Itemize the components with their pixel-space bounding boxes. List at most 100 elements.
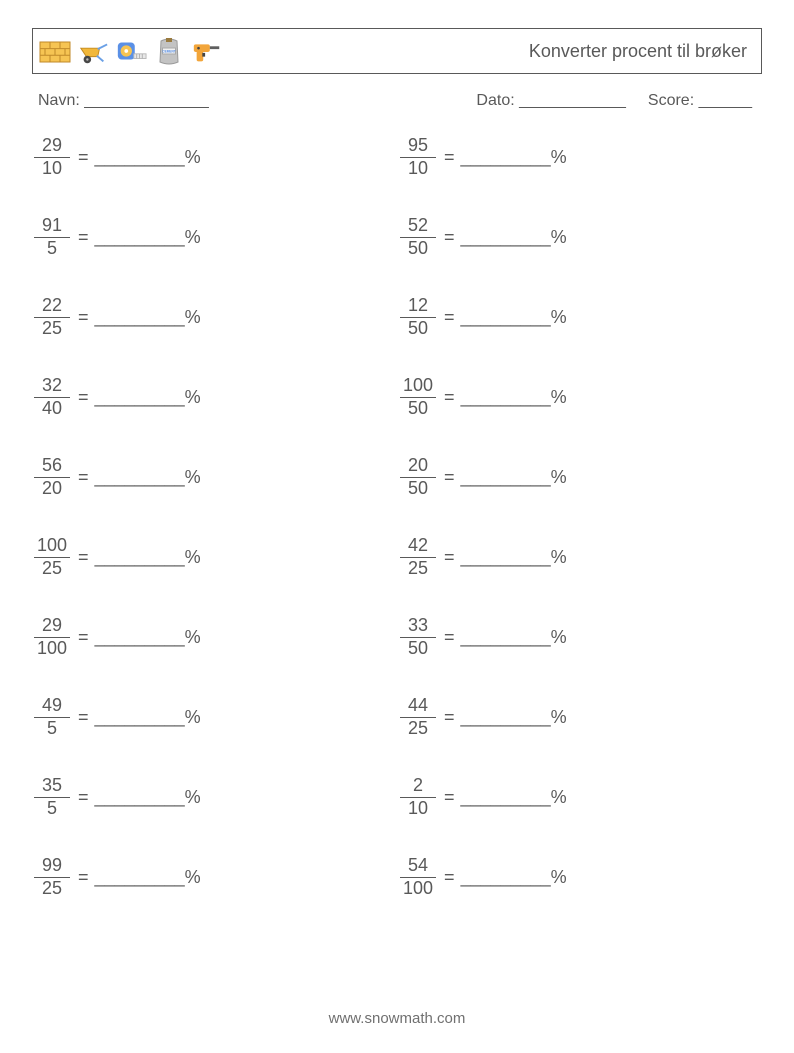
denominator: 20 bbox=[39, 479, 65, 499]
denominator: 40 bbox=[39, 399, 65, 419]
denominator: 50 bbox=[405, 479, 431, 499]
problem: 10050 = _________% bbox=[400, 372, 762, 422]
percent-sign: % bbox=[551, 307, 567, 328]
header-icons: CEMENT bbox=[39, 35, 223, 67]
denominator: 25 bbox=[39, 559, 65, 579]
answer-blank: _________ bbox=[95, 147, 185, 168]
equals-sign: = bbox=[78, 387, 89, 408]
date-field: Dato: ____________ bbox=[476, 92, 625, 110]
fraction: 2910 bbox=[34, 136, 70, 179]
answer-blank: _________ bbox=[461, 227, 551, 248]
numerator: 44 bbox=[405, 696, 431, 716]
fraction: 1250 bbox=[400, 296, 436, 339]
answer-blank: _________ bbox=[95, 387, 185, 408]
problem: 54100 = _________% bbox=[400, 852, 762, 902]
fraction: 10025 bbox=[34, 536, 70, 579]
denominator: 10 bbox=[405, 159, 431, 179]
numerator: 32 bbox=[39, 376, 65, 396]
numerator: 54 bbox=[405, 856, 431, 876]
problem: 10025 = _________% bbox=[34, 532, 396, 582]
problem: 915 = _________% bbox=[34, 212, 396, 262]
numerator: 29 bbox=[39, 136, 65, 156]
fraction: 9510 bbox=[400, 136, 436, 179]
wheelbarrow-icon bbox=[77, 35, 109, 67]
numerator: 100 bbox=[34, 536, 70, 556]
fraction: 54100 bbox=[400, 856, 436, 899]
percent-sign: % bbox=[551, 867, 567, 888]
numerator: 12 bbox=[405, 296, 431, 316]
numerator: 91 bbox=[39, 216, 65, 236]
denominator: 5 bbox=[44, 799, 60, 819]
fraction: 29100 bbox=[34, 616, 70, 659]
answer-blank: _________ bbox=[95, 707, 185, 728]
percent-sign: % bbox=[185, 707, 201, 728]
bricks-icon bbox=[39, 35, 71, 67]
answer-blank: _________ bbox=[461, 627, 551, 648]
equals-sign: = bbox=[444, 787, 455, 808]
denominator: 10 bbox=[39, 159, 65, 179]
numerator: 100 bbox=[400, 376, 436, 396]
cement-bag-icon: CEMENT bbox=[153, 35, 185, 67]
percent-sign: % bbox=[551, 547, 567, 568]
equals-sign: = bbox=[444, 627, 455, 648]
fraction: 2050 bbox=[400, 456, 436, 499]
equals-sign: = bbox=[444, 147, 455, 168]
numerator: 29 bbox=[39, 616, 65, 636]
numerator: 52 bbox=[405, 216, 431, 236]
percent-sign: % bbox=[185, 787, 201, 808]
denominator: 25 bbox=[39, 319, 65, 339]
percent-sign: % bbox=[551, 387, 567, 408]
numerator: 99 bbox=[39, 856, 65, 876]
problem: 2910 = _________% bbox=[34, 132, 396, 182]
fraction: 10050 bbox=[400, 376, 436, 419]
percent-sign: % bbox=[551, 707, 567, 728]
equals-sign: = bbox=[444, 227, 455, 248]
percent-sign: % bbox=[551, 627, 567, 648]
numerator: 95 bbox=[405, 136, 431, 156]
answer-blank: _________ bbox=[95, 627, 185, 648]
denominator: 25 bbox=[39, 879, 65, 899]
problem: 9510 = _________% bbox=[400, 132, 762, 182]
denominator: 100 bbox=[34, 639, 70, 659]
name-field: Navn: ______________ bbox=[38, 92, 209, 110]
percent-sign: % bbox=[551, 787, 567, 808]
equals-sign: = bbox=[78, 227, 89, 248]
score-blank: ______ bbox=[699, 92, 752, 109]
denominator: 50 bbox=[405, 639, 431, 659]
problem: 2225 = _________% bbox=[34, 292, 396, 342]
numerator: 33 bbox=[405, 616, 431, 636]
answer-blank: _________ bbox=[461, 307, 551, 328]
percent-sign: % bbox=[551, 467, 567, 488]
problem: 2050 = _________% bbox=[400, 452, 762, 502]
meta-row: Navn: ______________ Dato: ____________ … bbox=[32, 92, 762, 110]
equals-sign: = bbox=[78, 627, 89, 648]
percent-sign: % bbox=[551, 147, 567, 168]
fraction: 355 bbox=[34, 776, 70, 819]
answer-blank: _________ bbox=[95, 547, 185, 568]
fraction: 9925 bbox=[34, 856, 70, 899]
problem: 33 50 = _________% bbox=[400, 612, 762, 662]
denominator: 50 bbox=[405, 399, 431, 419]
denominator: 10 bbox=[405, 799, 431, 819]
answer-blank: _________ bbox=[461, 867, 551, 888]
equals-sign: = bbox=[78, 707, 89, 728]
numerator: 22 bbox=[39, 296, 65, 316]
answer-blank: _________ bbox=[461, 387, 551, 408]
percent-sign: % bbox=[185, 547, 201, 568]
problem: 495 = _________% bbox=[34, 692, 396, 742]
name-label: Navn: bbox=[38, 92, 80, 109]
svg-text:CEMENT: CEMENT bbox=[162, 50, 176, 54]
numerator: 2 bbox=[410, 776, 426, 796]
equals-sign: = bbox=[78, 867, 89, 888]
fraction: 4425 bbox=[400, 696, 436, 739]
answer-blank: _________ bbox=[95, 867, 185, 888]
date-label: Dato: bbox=[476, 92, 514, 109]
problem: 9925 = _________% bbox=[34, 852, 396, 902]
fraction: 495 bbox=[34, 696, 70, 739]
denominator: 25 bbox=[405, 719, 431, 739]
footer-url: www.snowmath.com bbox=[0, 1010, 794, 1027]
equals-sign: = bbox=[78, 147, 89, 168]
numerator: 56 bbox=[39, 456, 65, 476]
denominator: 5 bbox=[44, 239, 60, 259]
percent-sign: % bbox=[185, 867, 201, 888]
